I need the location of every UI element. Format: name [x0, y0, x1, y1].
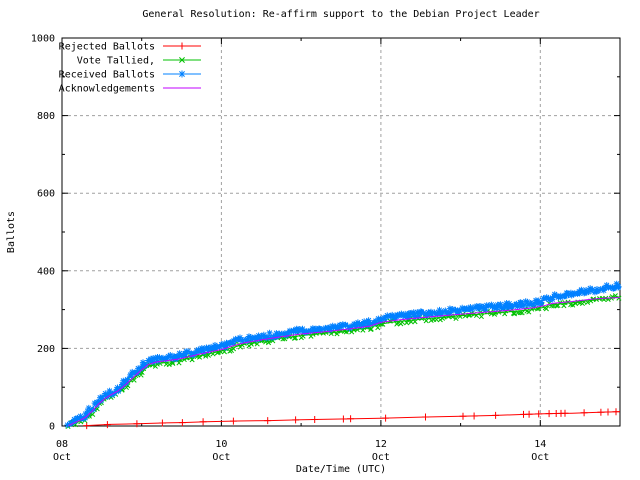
y-tick-label: 600 [37, 189, 55, 200]
series-line-received-ballots [68, 284, 621, 426]
series-rejected-ballots [83, 408, 621, 430]
legend-label: Received Ballots [59, 70, 155, 81]
series-received-ballots [64, 280, 622, 429]
x-tick-label: Oct [212, 452, 230, 463]
x-axis-label: Date/Time (UTC) [295, 464, 387, 475]
y-tick-label: 200 [37, 344, 55, 355]
x-tick-label: 10 [215, 439, 227, 450]
series-acknowledgements [68, 297, 621, 427]
y-tick-label: 800 [37, 111, 55, 122]
legend-sample-marker [178, 70, 186, 78]
legend-sample-marker [178, 42, 186, 50]
legend: Rejected Ballots Vote Tallied, Received Ba… [59, 42, 201, 95]
y-tick-label: 400 [37, 266, 55, 277]
x-tick-label: 12 [375, 439, 387, 450]
y-axis-label: Ballots [6, 210, 17, 254]
tick-labels: 0 200 400 600 800 1000 08 Oct 10 Oct 12 Oct 14 Oct [31, 34, 549, 464]
legend-sample-marker [179, 57, 185, 63]
y-tick-label: 1000 [31, 34, 55, 45]
x-tick-label: Oct [372, 452, 390, 463]
plot-border [61, 37, 621, 427]
series-line-acknowledgements [68, 297, 621, 427]
x-tick-label: Oct [53, 452, 71, 463]
x-tick-label: 14 [534, 439, 546, 450]
chart-title: General Resolution: Re-affirm support to… [142, 9, 540, 20]
x-tick-label: 08 [56, 439, 68, 450]
series-markers-rejected-ballots [83, 408, 620, 430]
y-tick-label: 0 [49, 422, 55, 433]
x-tick-label: Oct [531, 452, 549, 463]
gridlines [62, 38, 620, 426]
legend-label: Rejected Ballots [59, 42, 155, 53]
legend-label: Acknowledgements [59, 84, 155, 95]
legend-label: Vote Tallied, [77, 56, 155, 67]
series-markers-received-ballots [64, 280, 622, 429]
